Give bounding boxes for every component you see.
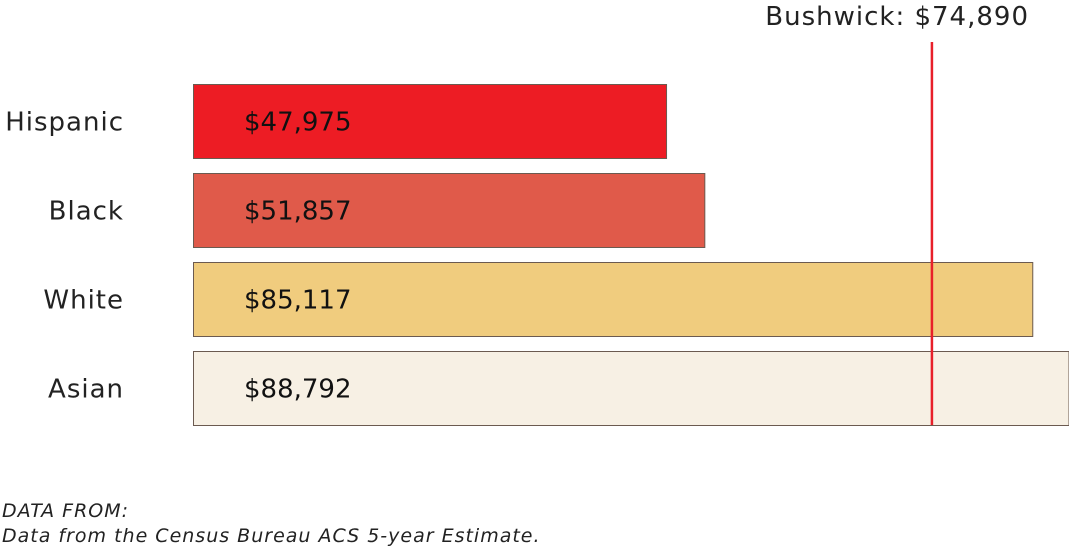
bar-black	[193, 173, 706, 248]
reference-line-label: Bushwick: $74,890	[765, 2, 1029, 32]
bar-asian	[193, 351, 1069, 426]
bars-layer	[193, 84, 1069, 426]
value-label-white: $85,117	[244, 286, 352, 316]
value-label-hispanic: $47,975	[244, 108, 352, 138]
category-label-hispanic: Hispanic	[5, 108, 124, 138]
labels-layer: Hispanic $47,975 Black $51,857 White $85,117 A…	[5, 108, 351, 405]
category-label-black: Black	[49, 197, 124, 227]
source-heading: DATA FROM:	[2, 500, 130, 522]
bar-hispanic	[193, 84, 668, 159]
value-label-black: $51,857	[244, 197, 352, 227]
bar-white	[193, 262, 1034, 337]
source-text: Data from the Census Bureau ACS 5-year E…	[2, 525, 541, 547]
category-label-asian: Asian	[48, 375, 124, 405]
reference-line-layer: Bushwick: $74,890	[765, 2, 1029, 425]
income-bar-chart: Bushwick: $74,890 Hispanic $47,975 Black $5…	[5, 2, 1069, 426]
category-label-white: White	[43, 286, 124, 316]
value-label-asian: $88,792	[244, 375, 352, 405]
